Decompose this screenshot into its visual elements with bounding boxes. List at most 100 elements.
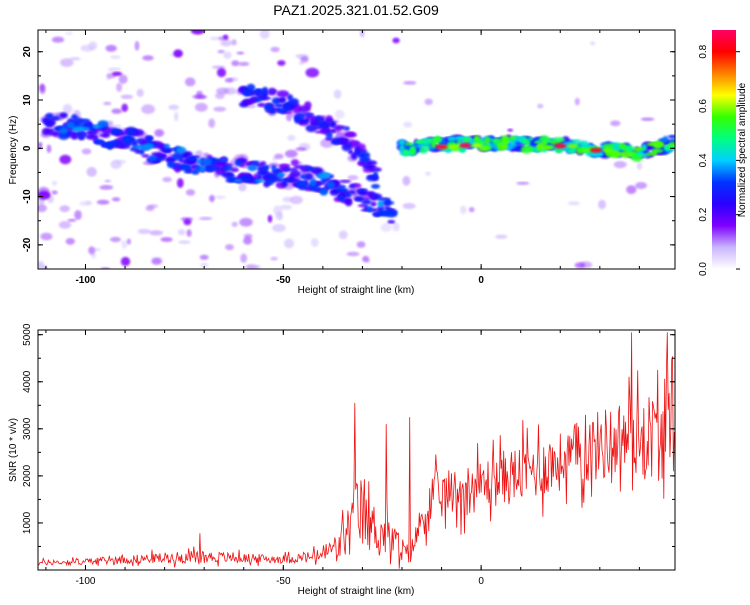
heatmap-cell	[275, 211, 284, 220]
heatmap-cell	[194, 102, 208, 112]
heatmap-cell	[385, 210, 398, 218]
snr-ytick-label: 3000	[22, 417, 33, 440]
heatmap-cell	[574, 262, 586, 269]
heatmap-cell	[570, 146, 576, 155]
colorbar: 0.0 0.2 0.4 0.6 0.8 Normalized spectral ampl…	[698, 30, 748, 276]
heatmap-cell	[537, 103, 544, 109]
spectrogram-xtick-label: -100	[75, 275, 95, 286]
heatmap-cell	[392, 222, 400, 232]
heatmap-cell	[99, 185, 114, 190]
heatmap-cell	[216, 67, 227, 78]
colorbar-tick-label: 0.0	[698, 262, 709, 276]
colorbar-tick-label: 0.6	[698, 99, 709, 113]
heatmap-cell	[310, 238, 319, 247]
heatmap-cell	[539, 135, 550, 144]
spectrogram-xlabel: Height of straight line (km)	[298, 285, 415, 296]
heatmap-cell	[370, 202, 377, 207]
heatmap-cell	[325, 118, 333, 122]
heatmap-cell	[62, 104, 73, 114]
heatmap-cell	[380, 223, 392, 232]
heatmap-cell	[326, 181, 336, 189]
heatmap-cell	[252, 160, 260, 166]
snr-ytick-label: 2000	[22, 464, 33, 487]
heatmap-cell	[85, 200, 92, 205]
heatmap-cell	[51, 190, 58, 195]
heatmap-cell	[345, 193, 352, 198]
heatmap-cell	[118, 74, 128, 84]
heatmap-cell	[110, 159, 122, 169]
heatmap-cell	[305, 67, 320, 78]
heatmap-cell	[58, 132, 70, 140]
heatmap-cell	[145, 135, 154, 141]
heatmap-cell	[274, 103, 285, 108]
heatmap-cell	[516, 181, 530, 185]
heatmap-cell	[433, 135, 442, 143]
heatmap-cell	[271, 98, 280, 105]
heatmap-cell	[86, 167, 97, 177]
heatmap-cell	[53, 116, 61, 121]
heatmap-cell	[151, 258, 163, 265]
heatmap-cell	[367, 205, 373, 213]
heatmap-cell	[122, 142, 133, 146]
heatmap-cell	[598, 199, 606, 210]
heatmap-cell	[502, 144, 508, 150]
heatmap-cell	[243, 236, 253, 245]
heatmap-cell	[447, 136, 457, 142]
heatmap-cell	[508, 135, 517, 141]
heatmap-cell	[257, 102, 266, 108]
heatmap-cell	[403, 81, 417, 85]
heatmap-cell	[589, 147, 602, 153]
heatmap-cell	[335, 187, 348, 193]
heatmap-cell	[179, 164, 191, 171]
heatmap-cell	[613, 161, 627, 169]
heatmap-cell	[373, 171, 378, 179]
heatmap-cell	[154, 129, 165, 137]
heatmap-cell	[402, 175, 411, 186]
heatmap-cell	[198, 216, 213, 221]
heatmap-cell	[177, 229, 186, 236]
heatmap-cell	[148, 155, 157, 162]
heatmap-cell	[346, 251, 360, 257]
heatmap-cell	[501, 137, 510, 145]
heatmap-cell	[304, 166, 315, 171]
heatmap-cell	[247, 164, 258, 172]
heatmap-cell	[399, 139, 405, 146]
heatmap-cell	[72, 117, 84, 126]
heatmap-cell	[636, 162, 643, 170]
heatmap-cell	[283, 238, 295, 249]
heatmap-cell	[59, 205, 70, 213]
heatmap-cell	[81, 148, 92, 155]
heatmap-cell	[216, 87, 229, 95]
heatmap-cell	[320, 138, 334, 148]
heatmap-cell	[231, 39, 237, 46]
heatmap-cell	[284, 149, 298, 158]
heatmap-cell	[238, 182, 247, 192]
heatmap-cell	[287, 134, 296, 141]
heatmap-cell	[448, 144, 459, 149]
heatmap-cell	[460, 205, 467, 215]
heatmap-cell	[635, 182, 647, 189]
heatmap-cell	[234, 179, 242, 183]
heatmap-cell	[668, 142, 675, 147]
heatmap-cell	[173, 49, 183, 58]
heatmap-cell	[282, 196, 293, 203]
heatmap-cell	[60, 58, 74, 67]
heatmap-cell	[174, 111, 179, 122]
heatmap-cell	[38, 142, 43, 150]
heatmap-cell	[281, 167, 295, 172]
spectrogram-heatmap	[38, 30, 675, 269]
heatmap-cell	[308, 113, 315, 117]
heatmap-cell	[94, 248, 101, 252]
heatmap-cell	[344, 126, 350, 131]
heatmap-cell	[298, 161, 303, 166]
heatmap-cell	[58, 221, 72, 229]
heatmap-cell	[171, 153, 184, 161]
heatmap-cell	[294, 165, 304, 169]
heatmap-cell	[543, 145, 553, 150]
heatmap-cell	[217, 49, 225, 54]
heatmap-cell	[602, 148, 613, 153]
heatmap-cell	[142, 55, 154, 61]
heatmap-cell	[534, 140, 541, 144]
heatmap-cell	[276, 90, 290, 98]
